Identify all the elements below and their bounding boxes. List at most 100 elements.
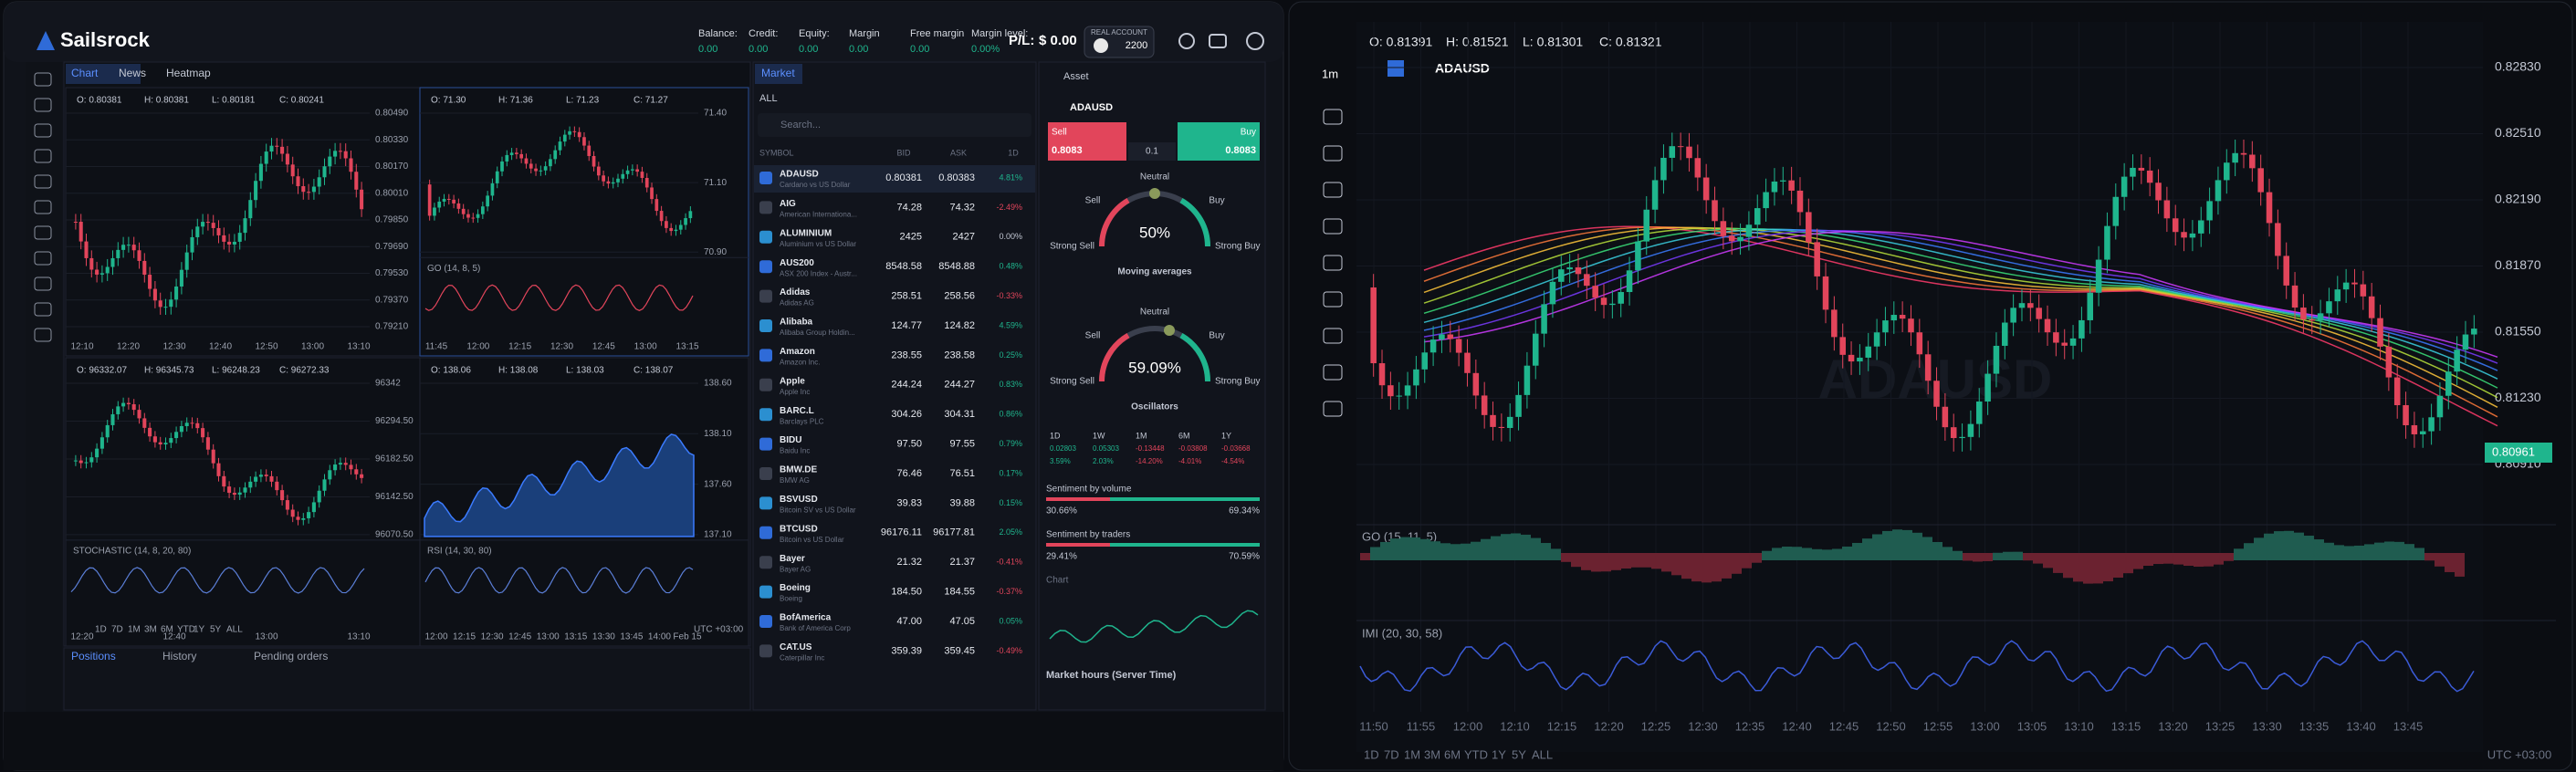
tool-icon[interactable] bbox=[34, 225, 52, 240]
tool-icon[interactable] bbox=[34, 174, 52, 189]
symbol-icon bbox=[759, 467, 772, 480]
price-tick: 137.10 bbox=[704, 530, 732, 540]
tool-icon[interactable] bbox=[34, 149, 52, 163]
decor-candle bbox=[1754, 208, 1761, 225]
decor-histogram bbox=[2455, 553, 2465, 577]
tool-icon[interactable] bbox=[34, 328, 52, 342]
gauge-buy: Buy bbox=[1209, 196, 1224, 206]
notifications-icon[interactable] bbox=[1178, 33, 1195, 49]
decor-candle bbox=[596, 166, 601, 176]
decor-candle bbox=[616, 178, 620, 183]
sell-button[interactable] bbox=[1048, 122, 1126, 161]
decor-histogram bbox=[1953, 550, 1963, 560]
decor-histogram bbox=[1390, 538, 1400, 560]
decor-candle bbox=[2342, 282, 2350, 290]
decor-sparkline bbox=[1049, 610, 1259, 643]
bid-price: 184.50 bbox=[891, 587, 922, 598]
decor-candle bbox=[2104, 225, 2110, 260]
tool-icon[interactable] bbox=[34, 200, 52, 214]
tool-icon[interactable] bbox=[1323, 291, 1343, 308]
account-number: 2200 bbox=[1126, 40, 1147, 51]
tool-icon[interactable] bbox=[1323, 401, 1343, 417]
tool-icon[interactable] bbox=[1323, 364, 1343, 381]
decor-candle bbox=[264, 151, 268, 164]
decor-candle bbox=[269, 145, 274, 152]
period-change: -0.03808 bbox=[1178, 444, 1208, 453]
decor-histogram bbox=[1531, 537, 1541, 560]
decor-candle bbox=[631, 169, 634, 171]
gauge-name: Moving averages bbox=[1117, 267, 1192, 277]
period: 1Y bbox=[1221, 431, 1231, 440]
ohlc-value: C: 71.27 bbox=[634, 96, 668, 106]
decor-histogram bbox=[2294, 532, 2304, 560]
decor-histogram bbox=[2224, 553, 2234, 561]
decor-candle bbox=[301, 517, 306, 520]
period: 6M bbox=[1178, 431, 1190, 440]
decor-candle bbox=[1806, 212, 1812, 243]
decor-histogram bbox=[2113, 553, 2123, 579]
tool-icon[interactable] bbox=[34, 123, 52, 138]
tool-icon[interactable] bbox=[34, 98, 52, 112]
decor-candle bbox=[500, 161, 504, 172]
decor-candle bbox=[307, 192, 311, 193]
tool-icon[interactable] bbox=[1323, 218, 1343, 235]
decor-histogram bbox=[1993, 552, 2003, 560]
decor-candle bbox=[1899, 315, 1906, 319]
tool-icon[interactable] bbox=[34, 72, 52, 87]
decor-candle bbox=[1370, 287, 1377, 364]
symbol: BSVUSD bbox=[780, 495, 818, 505]
time-tick: Feb 15 bbox=[673, 632, 702, 642]
decor-candle bbox=[1848, 354, 1855, 362]
time-tick: 12:30 bbox=[550, 342, 573, 352]
decor-candle bbox=[1378, 363, 1386, 386]
decor-ma-line bbox=[1423, 226, 2498, 408]
decor-candle bbox=[190, 236, 194, 253]
time-tick: 13:40 bbox=[2346, 719, 2376, 733]
pl-label: P/L: bbox=[1009, 33, 1034, 48]
decor-candle bbox=[684, 218, 687, 225]
period: 1W bbox=[1093, 431, 1105, 440]
decor-candle bbox=[1439, 334, 1445, 340]
decor-candle bbox=[2069, 338, 2077, 346]
decor-histogram bbox=[1561, 553, 1571, 562]
decor-candle bbox=[1584, 274, 1590, 287]
decor-candle bbox=[158, 442, 162, 445]
asset-panel bbox=[1038, 61, 1266, 711]
price-tick: 0.79690 bbox=[375, 242, 409, 252]
price-tick: 0.82510 bbox=[2495, 125, 2541, 140]
decor-histogram bbox=[1983, 553, 1993, 561]
last-price-tag bbox=[2485, 443, 2552, 463]
tool-icon[interactable] bbox=[1323, 145, 1343, 162]
buy-button[interactable] bbox=[1178, 122, 1260, 161]
decor-candle bbox=[2326, 301, 2332, 314]
decor-candle bbox=[669, 227, 674, 232]
ohlc-value: C: 0.80241 bbox=[279, 96, 324, 106]
ohlc-value: H: 0.80381 bbox=[144, 96, 189, 106]
tool-icon[interactable] bbox=[1323, 182, 1343, 198]
price-tick: 96182.50 bbox=[375, 454, 414, 464]
decor-histogram bbox=[2063, 553, 2073, 579]
tool-icon[interactable] bbox=[1323, 255, 1343, 271]
ask-price: 39.88 bbox=[949, 497, 975, 508]
profile-icon[interactable] bbox=[1246, 32, 1264, 50]
decor-candle bbox=[640, 172, 644, 178]
volume-input[interactable] bbox=[1128, 142, 1176, 161]
tool-icon[interactable] bbox=[34, 302, 52, 317]
symbol-description: Bayer AG bbox=[780, 565, 811, 573]
decor-histogram bbox=[2103, 553, 2113, 582]
wallet-icon[interactable] bbox=[1209, 34, 1227, 48]
sentiment-bar-right bbox=[1110, 497, 1260, 501]
decor-candle bbox=[2266, 192, 2273, 224]
tool-icon[interactable] bbox=[34, 251, 52, 266]
search-box[interactable] bbox=[758, 113, 1031, 137]
tool-icon[interactable] bbox=[1323, 328, 1343, 344]
account-label: Equity: bbox=[799, 28, 830, 39]
decor-candle bbox=[1660, 157, 1667, 181]
account-label: Margin level: bbox=[971, 28, 1028, 39]
tool-icon[interactable] bbox=[1323, 109, 1343, 125]
time-tick: 13:05 bbox=[2017, 719, 2047, 733]
symbol-icon bbox=[759, 349, 772, 362]
tool-icon[interactable] bbox=[34, 276, 52, 291]
decor-candle bbox=[152, 436, 157, 443]
decor-candle bbox=[577, 131, 581, 138]
